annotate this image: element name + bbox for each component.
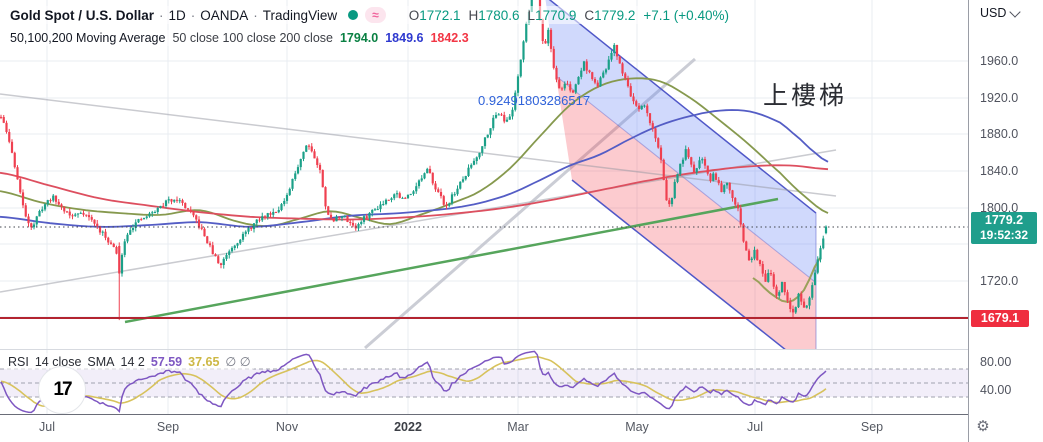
time-axis-label: Sep xyxy=(156,420,180,434)
time-axis-label: Mar xyxy=(507,420,529,434)
time-axis[interactable]: Jul Sep Nov 2022 Mar May Jul Sep xyxy=(0,415,1043,442)
market-status-icon[interactable] xyxy=(348,10,359,20)
rsi-empty-values: ∅ ∅ xyxy=(225,355,251,369)
price-axis-label: 1800.0 xyxy=(980,201,1019,215)
price-chart-canvas[interactable] xyxy=(0,0,968,349)
ohlc-values: O 1772.1 H 1780.6 L 1770.9 C 1779.2 +7.1 (+0… xyxy=(401,8,729,23)
pane-divider[interactable] xyxy=(0,349,1043,350)
price-axis-label: 1920.0 xyxy=(980,91,1019,105)
regression-pearson-label[interactable]: 0.92491803286517 xyxy=(478,93,591,108)
high-label: H xyxy=(468,7,479,23)
high-value: 1780.6 xyxy=(478,7,520,23)
rsi-params: 14 close xyxy=(34,354,82,369)
rsi-axis-label: 80.00 xyxy=(980,355,1012,369)
time-axis-divider xyxy=(0,414,1043,415)
price-axis[interactable]: USD 1779.2 19:52:32 1679.1 1960.0 1920.0 1… xyxy=(968,0,1043,442)
rsi-ma-value: 37.65 xyxy=(188,354,220,369)
settings-gear-icon[interactable]: ⚙ xyxy=(976,418,990,435)
low-value: 1770.9 xyxy=(535,7,577,23)
time-axis-label: Nov xyxy=(275,420,299,434)
ma-indicator-name: 50,100,200 Moving Average xyxy=(10,31,166,45)
symbol-title: Gold Spot / U.S. Dollar xyxy=(10,7,155,23)
rsi-pane[interactable]: RSI 14 close SMA 14 2 57.59 37.65 ∅ ∅ 17 xyxy=(0,350,968,414)
rsi-ma-name: SMA xyxy=(87,354,115,369)
delayed-data-icon[interactable]: ≈ xyxy=(365,7,386,23)
bar-countdown: 19:52:32 xyxy=(979,228,1029,242)
timeframe-label[interactable]: 1D xyxy=(168,7,186,23)
main-chart-pane[interactable]: Gold Spot / U.S. Dollar · 1D · OANDA · T… xyxy=(0,0,968,349)
ma100-value: 1849.6 xyxy=(385,31,424,45)
open-value: 1772.1 xyxy=(419,7,461,23)
ma50-value: 1794.0 xyxy=(339,31,379,45)
time-axis-label: Jul xyxy=(39,420,55,434)
time-axis-label: May xyxy=(625,420,649,434)
rsi-indicator-legend[interactable]: RSI 14 close SMA 14 2 57.59 37.65 ∅ ∅ xyxy=(4,353,255,370)
text-annotation[interactable]: 上樓梯 xyxy=(763,82,848,110)
price-level-badge: 1679.1 xyxy=(971,310,1029,327)
ma-indicator-legend[interactable]: 50,100,200 Moving Average 50 close 100 c… xyxy=(6,30,473,46)
close-value: 1779.2 xyxy=(594,7,636,23)
price-axis-label: 1720.0 xyxy=(980,274,1019,288)
change-value: +7.1 (+0.40%) xyxy=(643,7,729,23)
current-price-value: 1779.2 xyxy=(984,213,1024,227)
price-axis-label: 1960.0 xyxy=(980,54,1019,68)
platform-label: TradingView xyxy=(262,7,338,23)
time-axis-label: 2022 xyxy=(394,420,422,434)
open-label: O xyxy=(408,7,420,23)
exchange-label: OANDA xyxy=(200,7,249,23)
time-axis-label: Jul xyxy=(747,420,763,434)
symbol-legend[interactable]: Gold Spot / U.S. Dollar · 1D · OANDA · T… xyxy=(6,6,733,24)
rsi-ma-params: 14 2 xyxy=(120,354,145,369)
currency-selector[interactable]: USD xyxy=(980,5,1022,20)
price-axis-label: 1880.0 xyxy=(980,127,1019,141)
tradingview-logo[interactable]: 17 xyxy=(38,366,86,414)
chevron-down-icon xyxy=(1009,5,1022,18)
low-label: L xyxy=(527,7,536,23)
close-label: C xyxy=(584,7,595,23)
rsi-axis-label: 40.00 xyxy=(980,383,1012,397)
rsi-chart-canvas[interactable] xyxy=(0,350,968,414)
ma-indicator-params: 50 close 100 close 200 close xyxy=(172,31,333,45)
rsi-value: 57.59 xyxy=(150,354,183,369)
time-axis-label: Sep xyxy=(860,420,884,434)
ma200-value: 1842.3 xyxy=(430,31,469,45)
price-axis-label: 1840.0 xyxy=(980,164,1019,178)
rsi-name: RSI xyxy=(8,354,29,369)
current-price-badge: 1779.2 19:52:32 xyxy=(971,212,1037,244)
